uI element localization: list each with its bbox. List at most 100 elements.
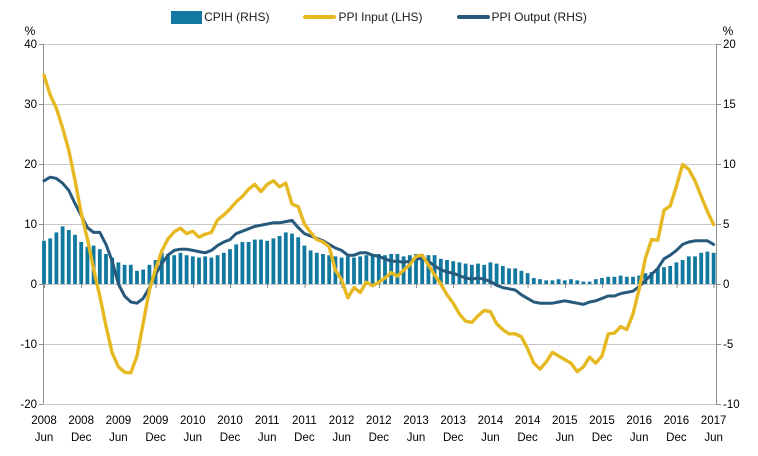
bar xyxy=(612,276,617,284)
bar xyxy=(197,257,201,284)
left-tick-label: -20 xyxy=(20,399,37,411)
bar xyxy=(581,281,586,284)
bar xyxy=(680,260,685,284)
right-tick-label: 0 xyxy=(723,279,729,291)
x-tick-month: Dec xyxy=(443,432,464,444)
x-tick-month: Jun xyxy=(407,432,426,444)
x-tick-year: 2014 xyxy=(478,415,504,427)
bar xyxy=(662,267,666,284)
bar xyxy=(259,239,263,284)
bar xyxy=(376,254,381,284)
x-tick-month: Jun xyxy=(630,432,649,444)
bar xyxy=(674,262,679,284)
bar xyxy=(414,254,418,284)
x-tick-year: 2017 xyxy=(701,415,727,427)
bar xyxy=(283,232,288,284)
x-tick-year: 2014 xyxy=(515,415,541,427)
x-tick-month: Jun xyxy=(109,432,128,444)
x-tick-year: 2015 xyxy=(589,415,615,427)
bar xyxy=(426,255,431,284)
bar xyxy=(538,279,542,284)
bar xyxy=(438,258,443,284)
bar xyxy=(606,276,611,284)
x-tick-month: Jun xyxy=(556,432,575,444)
bar xyxy=(668,266,673,284)
x-tick-year: 2015 xyxy=(552,415,578,427)
bar xyxy=(531,278,536,284)
bar xyxy=(364,255,369,284)
bar xyxy=(556,279,561,284)
bar xyxy=(48,238,53,284)
bar xyxy=(122,264,127,284)
x-tick-month: Jun xyxy=(704,432,723,444)
bar xyxy=(147,264,152,284)
bar xyxy=(339,257,344,284)
right-tick-label: 15 xyxy=(723,99,736,111)
right-axis-unit: % xyxy=(723,24,734,38)
bar xyxy=(507,268,511,284)
bar xyxy=(624,276,629,284)
bar xyxy=(476,263,480,284)
bar xyxy=(389,254,394,284)
bar xyxy=(686,256,691,284)
left-tick-label: 40 xyxy=(24,39,37,51)
bar xyxy=(221,252,226,284)
axes xyxy=(39,44,721,405)
left-tick-label: 0 xyxy=(31,279,37,291)
x-tick-month: Jun xyxy=(184,432,203,444)
legend-item-ppi-output: PPI Output (RHS) xyxy=(456,10,587,24)
ppi-output-swatch-icon xyxy=(456,15,490,19)
bar xyxy=(463,263,468,284)
legend-label-cpih: CPIH (RHS) xyxy=(204,10,270,24)
x-tick-year: 2013 xyxy=(440,415,466,427)
bar xyxy=(209,257,214,284)
bar xyxy=(370,255,375,284)
bar xyxy=(352,257,356,284)
x-tick-year: 2010 xyxy=(217,415,243,427)
bar xyxy=(457,262,462,284)
left-tick-label: 20 xyxy=(24,159,37,171)
bar xyxy=(66,230,71,284)
bar xyxy=(383,255,387,284)
x-tick-year: 2009 xyxy=(143,415,169,427)
bar xyxy=(271,238,276,284)
bar xyxy=(128,264,133,284)
bar xyxy=(525,273,530,284)
bar xyxy=(655,268,660,284)
x-tick-month: Dec xyxy=(666,432,687,444)
x-tick-month: Dec xyxy=(517,432,538,444)
bar xyxy=(705,251,710,284)
bar xyxy=(203,256,208,284)
right-tick-label: 20 xyxy=(723,39,736,51)
x-tick-month: Jun xyxy=(35,432,54,444)
gridlines xyxy=(43,44,716,405)
bar xyxy=(562,280,567,284)
ppi-input-line xyxy=(42,73,716,375)
x-tick-month: Jun xyxy=(258,432,277,444)
bar xyxy=(314,252,319,284)
bar xyxy=(234,244,239,284)
bar xyxy=(593,279,598,284)
x-axis-labels: 2008 Jun 2008 Dec 2009 Jun 2009 Dec 2010 Jun 2010 D… xyxy=(31,415,726,444)
x-tick-month: Dec xyxy=(294,432,315,444)
bar xyxy=(296,237,301,284)
x-tick-year: 2013 xyxy=(403,415,429,427)
bar xyxy=(302,245,307,284)
left-tick-label: -10 xyxy=(20,339,37,351)
bar xyxy=(321,254,325,284)
x-tick-month: Jun xyxy=(481,432,500,444)
bar xyxy=(172,255,177,284)
bar xyxy=(494,263,499,284)
x-tick-month: Dec xyxy=(145,432,166,444)
left-tick-label: 10 xyxy=(24,219,37,231)
bar xyxy=(166,254,170,284)
bar xyxy=(345,256,350,284)
x-tick-year: 2016 xyxy=(664,415,690,427)
x-tick-year: 2012 xyxy=(366,415,392,427)
bar xyxy=(240,242,245,284)
legend: CPIH (RHS) PPI Input (LHS) PPI Output (R… xyxy=(0,10,758,24)
bar xyxy=(513,268,518,284)
legend-label-ppi-output: PPI Output (RHS) xyxy=(491,10,587,24)
bar xyxy=(85,246,90,284)
bar xyxy=(519,270,524,284)
